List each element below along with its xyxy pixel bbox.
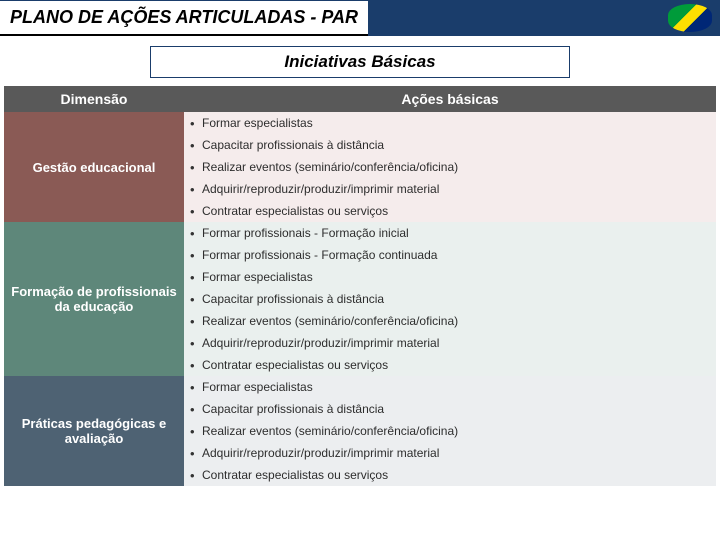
action-cell: Realizar eventos (seminário/conferência/… xyxy=(184,310,716,332)
dimension-cell: Gestão educacional xyxy=(4,112,184,222)
subtitle-box: Iniciativas Básicas xyxy=(150,46,570,78)
action-cell: Contratar especialistas ou serviços xyxy=(184,464,716,486)
action-cell: Capacitar profissionais à distância xyxy=(184,288,716,310)
action-cell: Formar especialistas xyxy=(184,112,716,134)
action-cell: Contratar especialistas ou serviços xyxy=(184,354,716,376)
action-cell: Capacitar profissionais à distância xyxy=(184,134,716,156)
action-cell: Formar profissionais - Formação continua… xyxy=(184,244,716,266)
table-row: Formação de profissionais da educaçãoFor… xyxy=(4,222,716,244)
action-cell: Formar especialistas xyxy=(184,266,716,288)
dimension-cell: Formação de profissionais da educação xyxy=(4,222,184,376)
header-bar: PLANO DE AÇÕES ARTICULADAS - PAR xyxy=(0,0,720,36)
column-header-dimension: Dimensão xyxy=(4,86,184,112)
table-row: Práticas pedagógicas e avaliaçãoFormar e… xyxy=(4,376,716,398)
action-cell: Realizar eventos (seminário/conferência/… xyxy=(184,156,716,178)
action-cell: Adquirir/reproduzir/produzir/imprimir ma… xyxy=(184,178,716,200)
dimension-cell: Práticas pedagógicas e avaliação xyxy=(4,376,184,486)
action-cell: Adquirir/reproduzir/produzir/imprimir ma… xyxy=(184,332,716,354)
table-row: Gestão educacionalFormar especialistas xyxy=(4,112,716,134)
brazil-flag-icon xyxy=(668,4,712,32)
action-cell: Realizar eventos (seminário/conferência/… xyxy=(184,420,716,442)
table-header-row: DimensãoAções básicas xyxy=(4,86,716,112)
action-cell: Formar profissionais - Formação inicial xyxy=(184,222,716,244)
initiatives-table: DimensãoAções básicasGestão educacionalF… xyxy=(4,86,716,486)
action-cell: Contratar especialistas ou serviços xyxy=(184,200,716,222)
page-title: PLANO DE AÇÕES ARTICULADAS - PAR xyxy=(0,1,368,36)
action-cell: Adquirir/reproduzir/produzir/imprimir ma… xyxy=(184,442,716,464)
action-cell: Formar especialistas xyxy=(184,376,716,398)
action-cell: Capacitar profissionais à distância xyxy=(184,398,716,420)
column-header-actions: Ações básicas xyxy=(184,86,716,112)
